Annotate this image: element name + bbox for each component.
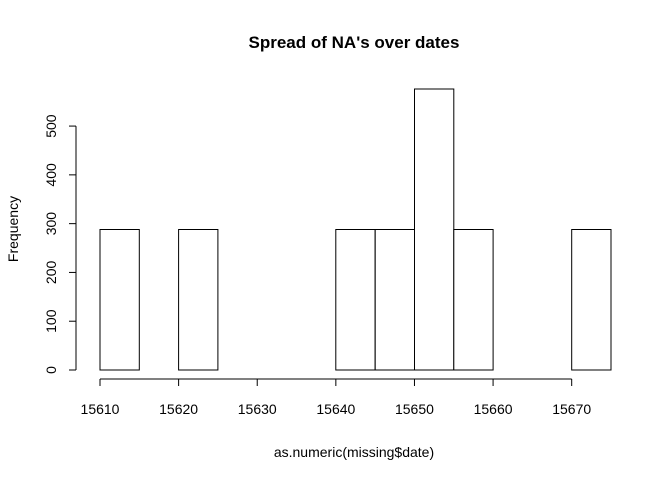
y-axis-label: Frequency xyxy=(5,196,21,262)
y-tick-label: 300 xyxy=(43,212,59,236)
x-tick-label: 15610 xyxy=(81,401,120,417)
x-tick-label: 15630 xyxy=(238,401,277,417)
histogram-bar xyxy=(178,229,219,371)
chart-title: Spread of NA's over dates xyxy=(249,33,460,52)
y-tick-label: 100 xyxy=(43,309,59,333)
x-axis-label: as.numeric(missing$date) xyxy=(274,444,434,460)
bars-group xyxy=(99,88,612,371)
x-tick-label: 15620 xyxy=(159,401,198,417)
histogram-bar xyxy=(374,229,416,371)
histogram-bar xyxy=(414,88,455,371)
y-tick-label: 500 xyxy=(43,114,59,138)
x-tick-label: 15640 xyxy=(316,401,355,417)
histogram-bar xyxy=(335,229,376,371)
y-tick-label: 400 xyxy=(43,163,59,187)
y-tick-label: 200 xyxy=(43,261,59,285)
y-axis: 0 100 200 300 400 500 xyxy=(43,114,77,374)
histogram-bar xyxy=(571,229,612,371)
x-axis: 15610 15620 15630 15640 15650 15660 15670 xyxy=(81,378,591,417)
x-tick-label: 15650 xyxy=(395,401,434,417)
x-tick-label: 15660 xyxy=(474,401,513,417)
histogram-bar xyxy=(453,229,494,371)
x-tick-label: 15670 xyxy=(552,401,591,417)
y-tick-label: 0 xyxy=(43,366,59,374)
histogram-bar xyxy=(99,229,140,371)
